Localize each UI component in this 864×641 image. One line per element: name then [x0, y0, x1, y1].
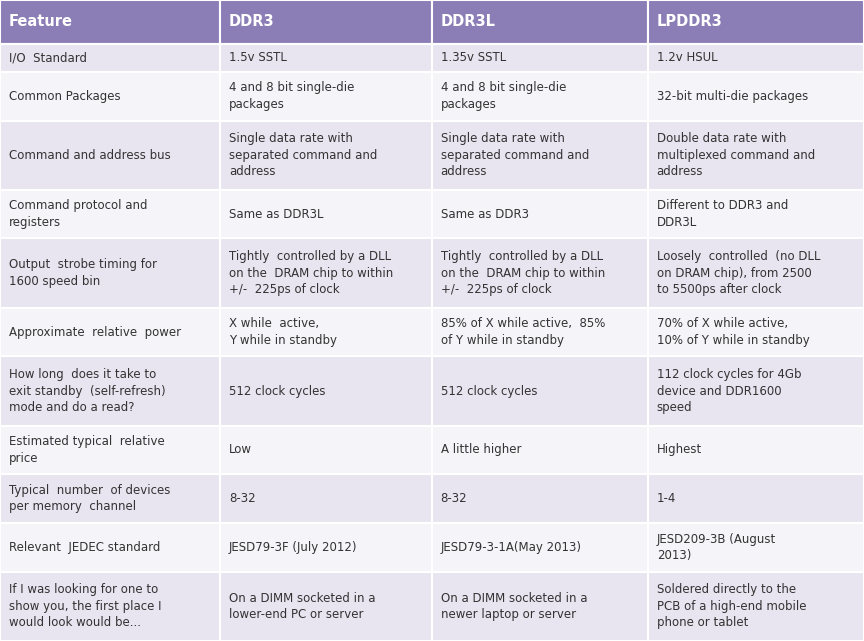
FancyBboxPatch shape — [432, 572, 648, 641]
FancyBboxPatch shape — [648, 474, 864, 523]
FancyBboxPatch shape — [648, 44, 864, 72]
FancyBboxPatch shape — [432, 474, 648, 523]
FancyBboxPatch shape — [0, 474, 220, 523]
FancyBboxPatch shape — [432, 44, 648, 72]
FancyBboxPatch shape — [432, 190, 648, 238]
FancyBboxPatch shape — [0, 426, 220, 474]
FancyBboxPatch shape — [648, 0, 864, 44]
FancyBboxPatch shape — [0, 572, 220, 641]
FancyBboxPatch shape — [648, 426, 864, 474]
Text: Typical  number  of devices
per memory  channel: Typical number of devices per memory cha… — [9, 484, 170, 513]
FancyBboxPatch shape — [648, 356, 864, 426]
FancyBboxPatch shape — [0, 121, 220, 190]
Text: X while  active,
Y while in standby: X while active, Y while in standby — [229, 317, 337, 347]
Text: 70% of X while active,
10% of Y while in standby: 70% of X while active, 10% of Y while in… — [657, 317, 810, 347]
FancyBboxPatch shape — [432, 356, 648, 426]
FancyBboxPatch shape — [432, 426, 648, 474]
Text: Estimated typical  relative
price: Estimated typical relative price — [9, 435, 164, 465]
Text: Same as DDR3: Same as DDR3 — [441, 208, 529, 221]
Text: 512 clock cycles: 512 clock cycles — [441, 385, 537, 397]
Text: 1.35v SSTL: 1.35v SSTL — [441, 51, 506, 64]
FancyBboxPatch shape — [432, 238, 648, 308]
FancyBboxPatch shape — [432, 121, 648, 190]
Text: 112 clock cycles for 4Gb
device and DDR1600
speed: 112 clock cycles for 4Gb device and DDR1… — [657, 368, 801, 414]
FancyBboxPatch shape — [648, 121, 864, 190]
Text: JESD79-3-1A(May 2013): JESD79-3-1A(May 2013) — [441, 541, 581, 554]
FancyBboxPatch shape — [432, 0, 648, 44]
Text: Relevant  JEDEC standard: Relevant JEDEC standard — [9, 541, 160, 554]
Text: 8-32: 8-32 — [441, 492, 467, 505]
FancyBboxPatch shape — [0, 72, 220, 121]
Text: Double data rate with
multiplexed command and
address: Double data rate with multiplexed comman… — [657, 132, 815, 178]
Text: Tightly  controlled by a DLL
on the  DRAM chip to within
+/-  225ps of clock: Tightly controlled by a DLL on the DRAM … — [441, 250, 605, 296]
Text: Different to DDR3 and
DDR3L: Different to DDR3 and DDR3L — [657, 199, 788, 229]
FancyBboxPatch shape — [0, 523, 220, 572]
FancyBboxPatch shape — [648, 308, 864, 356]
Text: How long  does it take to
exit standby  (self-refresh)
mode and do a read?: How long does it take to exit standby (s… — [9, 368, 165, 414]
Text: DDR3: DDR3 — [229, 14, 275, 29]
Text: Command protocol and
registers: Command protocol and registers — [9, 199, 147, 229]
FancyBboxPatch shape — [648, 190, 864, 238]
FancyBboxPatch shape — [220, 44, 432, 72]
Text: 1.2v HSUL: 1.2v HSUL — [657, 51, 717, 64]
Text: Single data rate with
separated command and
address: Single data rate with separated command … — [229, 132, 378, 178]
FancyBboxPatch shape — [220, 190, 432, 238]
FancyBboxPatch shape — [220, 356, 432, 426]
FancyBboxPatch shape — [220, 72, 432, 121]
FancyBboxPatch shape — [648, 238, 864, 308]
FancyBboxPatch shape — [648, 572, 864, 641]
FancyBboxPatch shape — [220, 572, 432, 641]
Text: 8-32: 8-32 — [229, 492, 256, 505]
Text: JESD79-3F (July 2012): JESD79-3F (July 2012) — [229, 541, 358, 554]
FancyBboxPatch shape — [220, 308, 432, 356]
FancyBboxPatch shape — [0, 190, 220, 238]
Text: On a DIMM socketed in a
newer laptop or server: On a DIMM socketed in a newer laptop or … — [441, 592, 588, 621]
FancyBboxPatch shape — [0, 238, 220, 308]
Text: Soldered directly to the
PCB of a high-end mobile
phone or tablet: Soldered directly to the PCB of a high-e… — [657, 583, 806, 629]
Text: DDR3L: DDR3L — [441, 14, 496, 29]
Text: If I was looking for one to
show you, the first place I
would look would be...: If I was looking for one to show you, th… — [9, 583, 162, 629]
FancyBboxPatch shape — [0, 308, 220, 356]
Text: Feature: Feature — [9, 14, 73, 29]
FancyBboxPatch shape — [220, 0, 432, 44]
FancyBboxPatch shape — [432, 72, 648, 121]
FancyBboxPatch shape — [220, 523, 432, 572]
Text: 512 clock cycles: 512 clock cycles — [229, 385, 326, 397]
Text: I/O  Standard: I/O Standard — [9, 51, 86, 64]
Text: Output  strobe timing for
1600 speed bin: Output strobe timing for 1600 speed bin — [9, 258, 156, 288]
FancyBboxPatch shape — [432, 308, 648, 356]
Text: 4 and 8 bit single-die
packages: 4 and 8 bit single-die packages — [229, 81, 354, 111]
Text: Tightly  controlled by a DLL
on the  DRAM chip to within
+/-  225ps of clock: Tightly controlled by a DLL on the DRAM … — [229, 250, 393, 296]
Text: Single data rate with
separated command and
address: Single data rate with separated command … — [441, 132, 589, 178]
Text: 32-bit multi-die packages: 32-bit multi-die packages — [657, 90, 808, 103]
Text: Same as DDR3L: Same as DDR3L — [229, 208, 323, 221]
Text: JESD209-3B (August
2013): JESD209-3B (August 2013) — [657, 533, 776, 562]
Text: A little higher: A little higher — [441, 444, 521, 456]
Text: 1-4: 1-4 — [657, 492, 676, 505]
FancyBboxPatch shape — [432, 523, 648, 572]
Text: 85% of X while active,  85%
of Y while in standby: 85% of X while active, 85% of Y while in… — [441, 317, 605, 347]
FancyBboxPatch shape — [0, 44, 220, 72]
FancyBboxPatch shape — [220, 474, 432, 523]
Text: Loosely  controlled  (no DLL
on DRAM chip), from 2500
to 5500ps after clock: Loosely controlled (no DLL on DRAM chip)… — [657, 250, 820, 296]
Text: 1.5v SSTL: 1.5v SSTL — [229, 51, 287, 64]
Text: Low: Low — [229, 444, 252, 456]
Text: 4 and 8 bit single-die
packages: 4 and 8 bit single-die packages — [441, 81, 566, 111]
Text: Highest: Highest — [657, 444, 702, 456]
Text: Command and address bus: Command and address bus — [9, 149, 170, 162]
Text: Common Packages: Common Packages — [9, 90, 120, 103]
Text: LPDDR3: LPDDR3 — [657, 14, 722, 29]
Text: Approximate  relative  power: Approximate relative power — [9, 326, 181, 338]
FancyBboxPatch shape — [220, 121, 432, 190]
FancyBboxPatch shape — [648, 72, 864, 121]
Text: On a DIMM socketed in a
lower-end PC or server: On a DIMM socketed in a lower-end PC or … — [229, 592, 376, 621]
FancyBboxPatch shape — [648, 523, 864, 572]
FancyBboxPatch shape — [220, 426, 432, 474]
FancyBboxPatch shape — [0, 356, 220, 426]
FancyBboxPatch shape — [0, 0, 220, 44]
FancyBboxPatch shape — [220, 238, 432, 308]
